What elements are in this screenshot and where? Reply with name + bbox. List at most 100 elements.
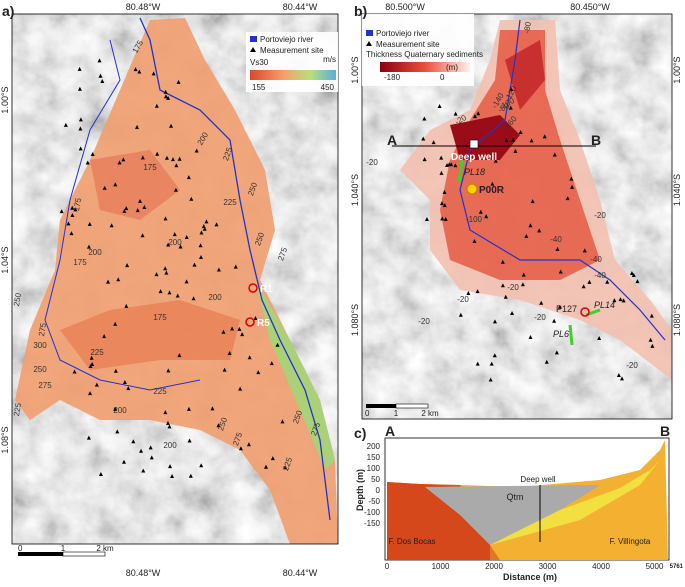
label: 2 km	[96, 544, 114, 553]
site-marker	[621, 298, 626, 303]
label: 150	[367, 453, 381, 462]
site-marker	[113, 182, 118, 187]
site-marker	[253, 315, 258, 320]
site-marker	[90, 152, 95, 157]
label: 1.040°S	[350, 174, 360, 206]
contour-label: -20	[366, 158, 378, 167]
site-marker	[78, 146, 83, 151]
label: Measurement site	[376, 40, 440, 49]
contour-label: 225	[90, 348, 104, 357]
contour-label: -20	[507, 283, 519, 292]
label: -180	[384, 73, 401, 82]
site-marker	[528, 223, 533, 228]
site-marker	[437, 104, 442, 109]
site-marker	[187, 438, 192, 443]
site-marker	[488, 377, 493, 382]
site-marker	[97, 58, 102, 63]
site-marker	[154, 103, 159, 108]
site-marker	[86, 244, 91, 249]
site-marker	[113, 406, 118, 411]
contour-label: -20	[457, 295, 469, 304]
label: B	[591, 132, 601, 148]
site-marker	[466, 290, 471, 295]
site-marker	[650, 343, 655, 348]
site-marker	[109, 223, 114, 228]
label: 100	[367, 464, 381, 473]
site-marker	[164, 270, 169, 275]
contour-label: 250	[253, 231, 266, 247]
site-marker	[115, 429, 120, 434]
site-marker	[529, 138, 534, 143]
site-marker	[424, 217, 429, 222]
panel-label: c)	[354, 425, 366, 441]
site-marker	[443, 216, 448, 221]
site-marker	[233, 264, 238, 269]
site-marker	[616, 373, 621, 378]
site-marker	[503, 294, 508, 299]
site-marker	[164, 155, 169, 160]
label: 1.00°S	[672, 56, 682, 83]
label: 5000	[646, 562, 664, 571]
site-marker	[431, 140, 436, 145]
site-marker	[155, 151, 160, 156]
site-marker	[177, 156, 182, 161]
label: Portoviejo river	[376, 29, 430, 38]
site-marker	[175, 293, 180, 298]
label: Depth (m)	[355, 469, 365, 511]
site-marker	[445, 163, 450, 167]
site-marker	[170, 157, 175, 162]
label: 0	[18, 544, 23, 553]
site-marker	[221, 329, 226, 334]
site-marker	[78, 117, 83, 122]
site-marker	[256, 370, 261, 375]
site-marker	[581, 284, 586, 289]
site-marker	[72, 369, 77, 374]
site-marker	[449, 162, 454, 167]
site-marker	[194, 148, 199, 153]
site-marker	[133, 67, 138, 72]
site-marker	[94, 382, 99, 387]
site-marker	[88, 391, 93, 396]
contour-label: -20	[418, 317, 430, 326]
label: 80.44°W	[283, 568, 318, 578]
site-marker	[475, 289, 480, 294]
label: 5761	[670, 564, 684, 570]
site-marker	[629, 271, 634, 276]
site-marker	[122, 379, 127, 384]
label: 0	[365, 409, 370, 418]
site-marker	[122, 208, 127, 213]
site-marker	[283, 465, 288, 470]
site-marker	[493, 158, 498, 163]
label: 0	[376, 486, 381, 495]
site-marker	[453, 111, 458, 116]
site-marker	[198, 243, 203, 248]
site-marker	[544, 359, 549, 364]
site-marker	[528, 335, 533, 340]
contour-label: 225	[153, 387, 167, 396]
site-marker	[247, 355, 252, 360]
site-marker	[98, 471, 103, 476]
contour-label: 275	[309, 421, 322, 437]
site-marker	[555, 246, 560, 251]
site-marker	[238, 446, 243, 451]
contour-label: -40	[590, 255, 602, 264]
site-marker	[500, 259, 505, 264]
site-marker	[163, 266, 168, 271]
site-marker	[166, 95, 171, 100]
site-marker	[163, 89, 168, 94]
contour-label: 200	[163, 441, 177, 450]
site-marker	[504, 138, 509, 143]
site-marker	[439, 155, 444, 160]
site-marker	[137, 69, 142, 74]
contour-label: 275	[37, 322, 48, 337]
site-marker	[570, 184, 575, 189]
site-marker	[518, 129, 523, 134]
label: m/s	[323, 55, 336, 64]
site-marker	[552, 152, 557, 157]
site-marker	[490, 181, 495, 186]
site-marker	[509, 86, 514, 91]
site-marker	[530, 199, 535, 204]
contour-label: 275	[38, 381, 52, 390]
map-a	[12, 14, 338, 544]
site-marker	[122, 459, 127, 464]
